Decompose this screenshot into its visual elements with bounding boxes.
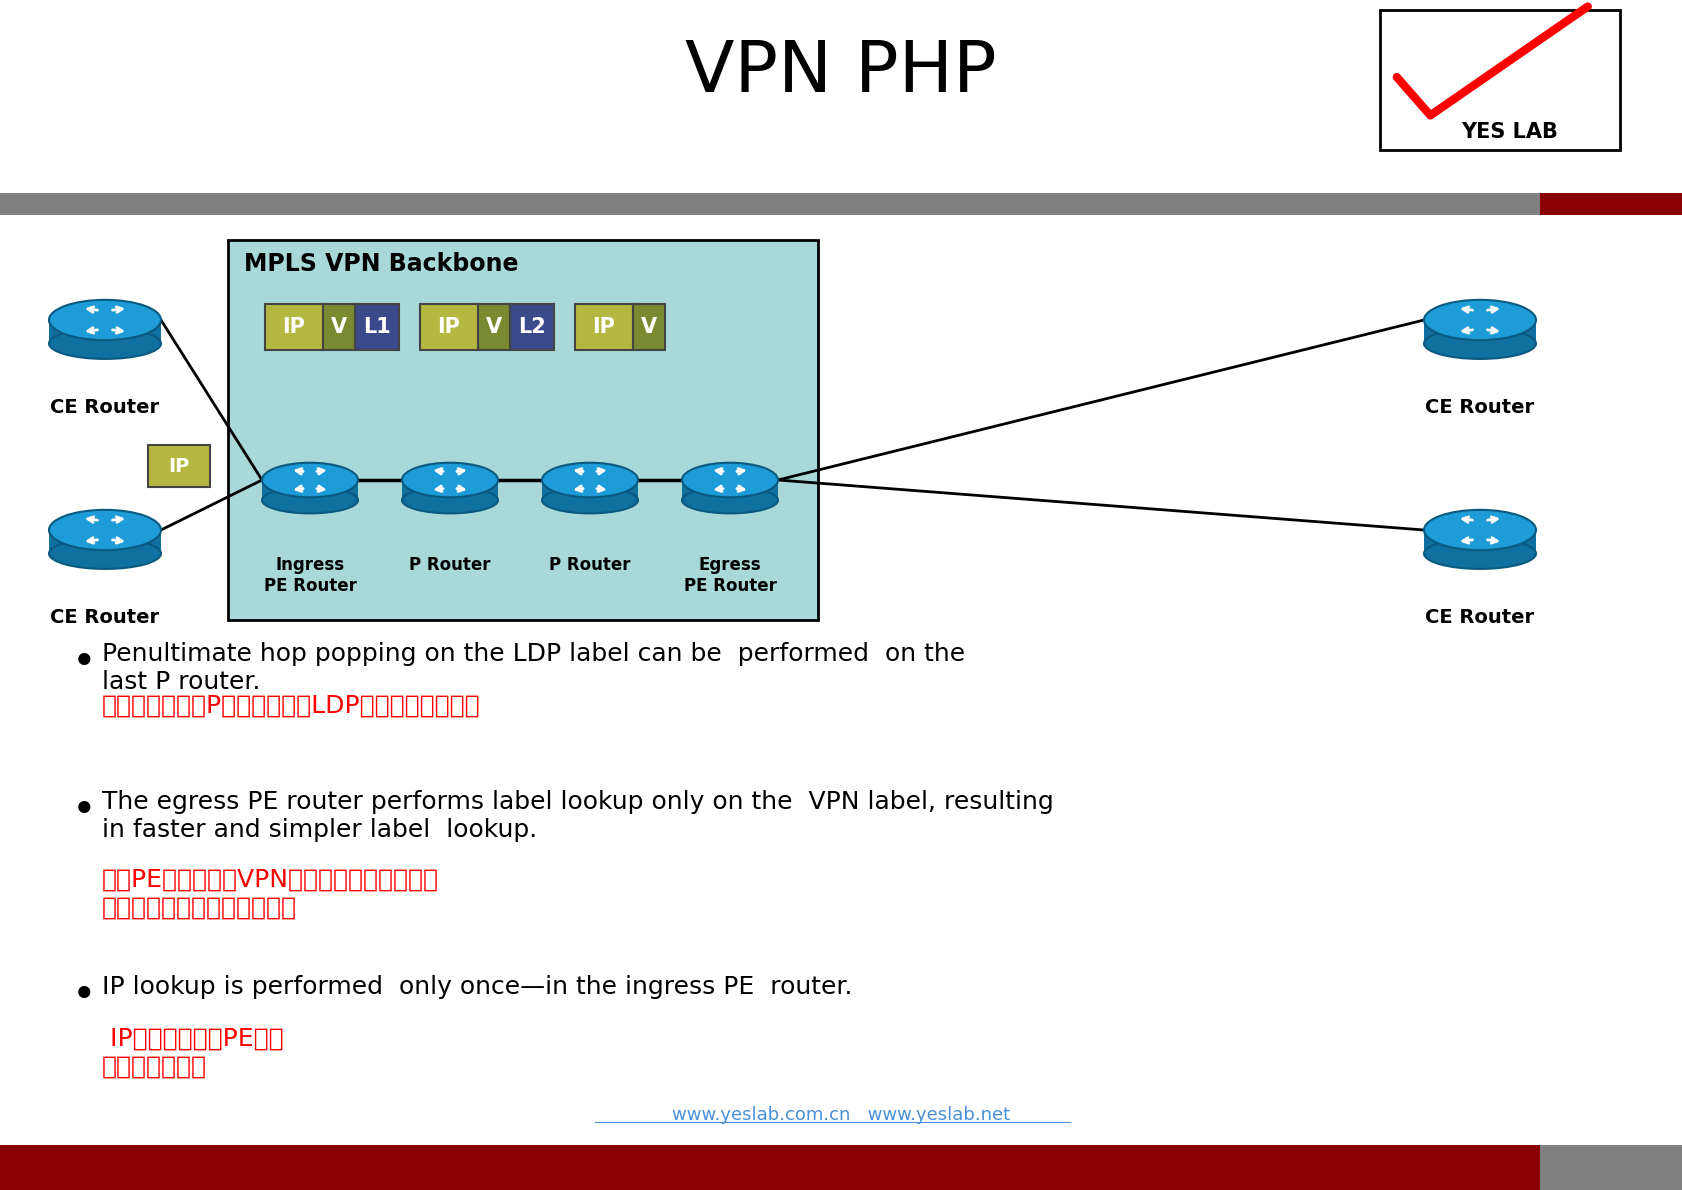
Text: IP: IP [437, 317, 461, 337]
Text: Penultimate hop popping on the LDP label can be  performed  on the
last P router: Penultimate hop popping on the LDP label… [103, 641, 964, 694]
Bar [355, 303, 399, 350]
Text: 出口PE路由器仅在VPN标签上执行标签查找，
导致更快更简单的标签查找。: 出口PE路由器仅在VPN标签上执行标签查找， 导致更快更简单的标签查找。 [103, 868, 439, 920]
Bar [49, 320, 161, 344]
Text: P Router: P Router [409, 556, 491, 574]
Ellipse shape [49, 509, 161, 550]
Bar [227, 240, 817, 620]
Ellipse shape [49, 538, 161, 569]
Bar [262, 480, 358, 500]
Text: V: V [641, 317, 656, 337]
Text: www.yeslab.com.cn   www.yeslab.net: www.yeslab.com.cn www.yeslab.net [671, 1106, 1009, 1125]
Text: CE Router: CE Router [50, 397, 160, 416]
Ellipse shape [1423, 328, 1536, 359]
Text: The egress PE router performs label lookup only on the  VPN label, resulting
in : The egress PE router performs label look… [103, 790, 1053, 841]
Text: IP查询仅在入口PE路由
器中执行一次。: IP查询仅在入口PE路由 器中执行一次。 [103, 1027, 284, 1079]
Bar [542, 480, 637, 500]
Ellipse shape [402, 463, 498, 497]
Ellipse shape [262, 463, 358, 497]
Bar [264, 303, 323, 350]
Text: 可以在最后一个P路由器上执行LDP标签上跳数跳数。: 可以在最后一个P路由器上执行LDP标签上跳数跳数。 [103, 694, 481, 718]
Bar [402, 480, 498, 500]
Bar [478, 303, 510, 350]
Bar [575, 303, 632, 350]
Text: CE Router: CE Router [1425, 397, 1534, 416]
Text: IP: IP [592, 317, 616, 337]
Text: IP lookup is performed  only once—in the ingress PE  router.: IP lookup is performed only once—in the … [103, 975, 853, 998]
Bar [0, 1145, 1539, 1190]
Text: •: • [72, 790, 96, 832]
Text: Egress
PE Router: Egress PE Router [683, 556, 775, 595]
Bar [1423, 320, 1536, 344]
Ellipse shape [681, 487, 777, 513]
Ellipse shape [49, 328, 161, 359]
Bar [323, 303, 355, 350]
Ellipse shape [542, 487, 637, 513]
Text: P Router: P Router [548, 556, 631, 574]
Bar [632, 303, 664, 350]
Text: V: V [331, 317, 346, 337]
Ellipse shape [1423, 538, 1536, 569]
Text: MPLS VPN Backbone: MPLS VPN Backbone [244, 252, 518, 276]
Text: Ingress
PE Router: Ingress PE Router [264, 556, 357, 595]
Bar [1423, 530, 1536, 553]
Text: CE Router: CE Router [50, 608, 160, 627]
Bar [510, 303, 553, 350]
Ellipse shape [49, 300, 161, 340]
Bar [1539, 193, 1682, 215]
Bar [0, 193, 1539, 215]
Ellipse shape [402, 487, 498, 513]
Bar [49, 530, 161, 553]
Text: VPN PHP: VPN PHP [685, 38, 996, 106]
Text: L2: L2 [518, 317, 545, 337]
Text: YES LAB: YES LAB [1460, 123, 1558, 142]
Ellipse shape [262, 487, 358, 513]
Text: •: • [72, 975, 96, 1017]
Ellipse shape [542, 463, 637, 497]
Text: CE Router: CE Router [1425, 608, 1534, 627]
Text: IP: IP [283, 317, 304, 337]
Bar [681, 480, 777, 500]
Ellipse shape [1423, 509, 1536, 550]
Text: L1: L1 [363, 317, 390, 337]
Text: IP: IP [168, 457, 190, 476]
Text: V: V [486, 317, 501, 337]
Bar [1539, 1145, 1682, 1190]
Bar [1379, 10, 1620, 150]
Ellipse shape [1423, 300, 1536, 340]
Bar [420, 303, 478, 350]
Text: •: • [72, 641, 96, 684]
Bar [148, 445, 210, 487]
Ellipse shape [681, 463, 777, 497]
